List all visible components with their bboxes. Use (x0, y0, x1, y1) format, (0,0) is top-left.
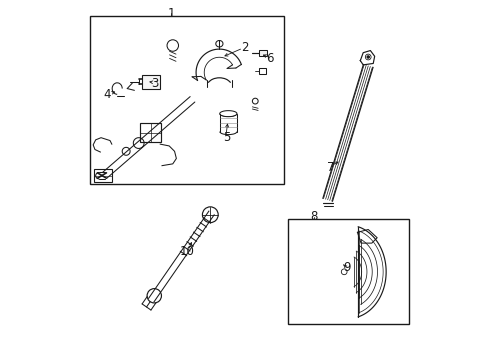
Text: 9: 9 (342, 261, 350, 274)
Bar (140, 123, 161, 142)
Text: 2: 2 (240, 41, 248, 54)
Text: 1: 1 (167, 7, 174, 20)
Bar (142, 75, 159, 89)
Text: 5: 5 (223, 131, 230, 144)
Bar (94, 169, 112, 182)
Text: 4: 4 (103, 88, 111, 101)
Text: 8: 8 (310, 210, 318, 223)
Bar (89, 16, 284, 184)
Bar (287, 220, 408, 324)
Text: 3: 3 (151, 77, 158, 90)
Text: 7: 7 (326, 161, 334, 174)
Text: 6: 6 (265, 51, 273, 64)
Text: 10: 10 (179, 245, 194, 258)
Bar (258, 68, 265, 74)
Bar (258, 50, 266, 56)
Circle shape (366, 56, 368, 58)
